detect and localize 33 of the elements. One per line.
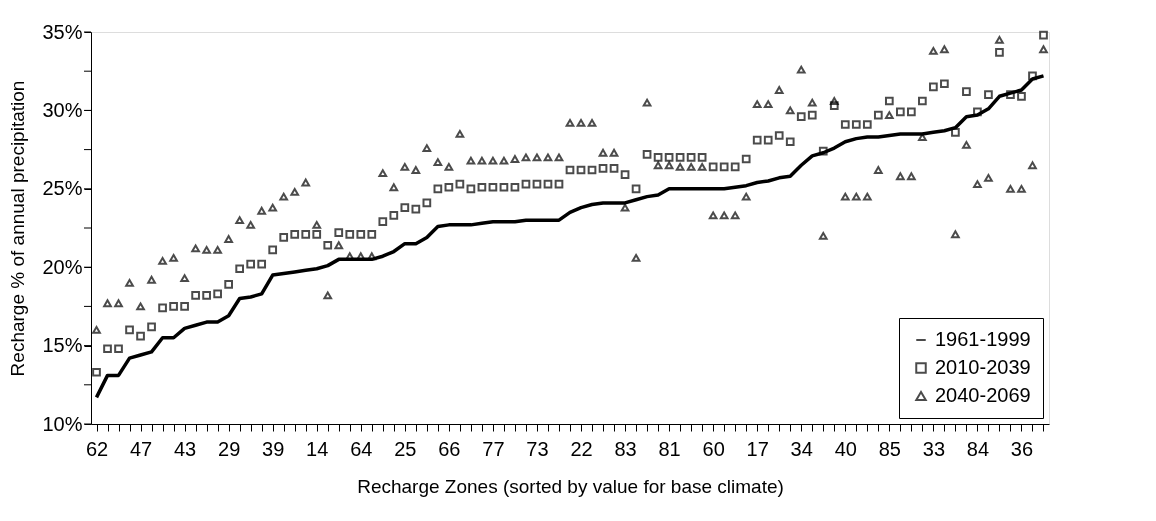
x-tick-label: 85 (878, 437, 901, 460)
x-tick-label: 40 (834, 437, 857, 460)
x-tick-label: 29 (218, 437, 241, 460)
legend-label: 1961-1999 (935, 328, 1031, 350)
x-tick-label: 66 (438, 437, 461, 460)
y-tick-label: 35% (42, 20, 83, 43)
x-tick-label: 64 (350, 437, 373, 460)
x-axis-title: Recharge Zones (sorted by value for base climate) (357, 475, 784, 497)
x-tick-label: 83 (614, 437, 637, 460)
legend-label: 2040-2069 (935, 384, 1031, 406)
x-tick-label: 34 (790, 437, 813, 460)
legend-label: 2010-2039 (935, 356, 1031, 378)
x-tick-label: 17 (746, 437, 769, 460)
x-tick-label: 14 (306, 437, 329, 460)
x-tick-label: 39 (262, 437, 285, 460)
x-tick-label: 43 (173, 437, 197, 460)
x-tick-label: 47 (129, 437, 153, 460)
y-tick-label: 15% (42, 334, 83, 357)
x-tick-label: 36 (1010, 437, 1034, 460)
x-tick-label: 81 (658, 437, 681, 460)
y-tick-label: 10% (42, 412, 83, 435)
x-tick-label: 77 (482, 437, 505, 460)
y-tick-label: 20% (42, 255, 83, 278)
x-tick-label: 60 (702, 437, 725, 460)
x-tick-label: 25 (394, 437, 417, 460)
y-tick-label: 30% (42, 98, 83, 121)
x-tick-label: 62 (85, 437, 109, 460)
x-tick-label: 84 (966, 437, 990, 460)
x-tick-label: 73 (526, 437, 549, 460)
x-tick-label: 33 (922, 437, 945, 460)
y-tick-label: 25% (42, 177, 83, 200)
y-axis-title: Recharge % of annual precipitation (7, 80, 29, 377)
x-tick-label: 22 (570, 437, 593, 460)
